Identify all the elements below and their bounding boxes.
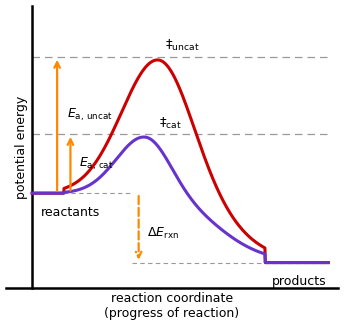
Text: products: products <box>272 275 326 289</box>
Text: reactants: reactants <box>40 206 100 219</box>
Y-axis label: potential energy: potential energy <box>15 95 28 199</box>
Text: $E_{\mathrm{a,\,uncat}}$: $E_{\mathrm{a,\,uncat}}$ <box>67 107 113 123</box>
Text: $\Delta E_{\mathrm{rxn}}$: $\Delta E_{\mathrm{rxn}}$ <box>147 226 179 241</box>
Text: $E_{\mathrm{a,\,cat}}$: $E_{\mathrm{a,\,cat}}$ <box>79 156 113 172</box>
X-axis label: reaction coordinate
(progress of reaction): reaction coordinate (progress of reactio… <box>105 292 239 320</box>
Text: $\ddagger_{\mathrm{cat}}$: $\ddagger_{\mathrm{cat}}$ <box>159 116 181 131</box>
Text: $\ddagger_{\mathrm{uncat}}$: $\ddagger_{\mathrm{uncat}}$ <box>165 38 200 53</box>
